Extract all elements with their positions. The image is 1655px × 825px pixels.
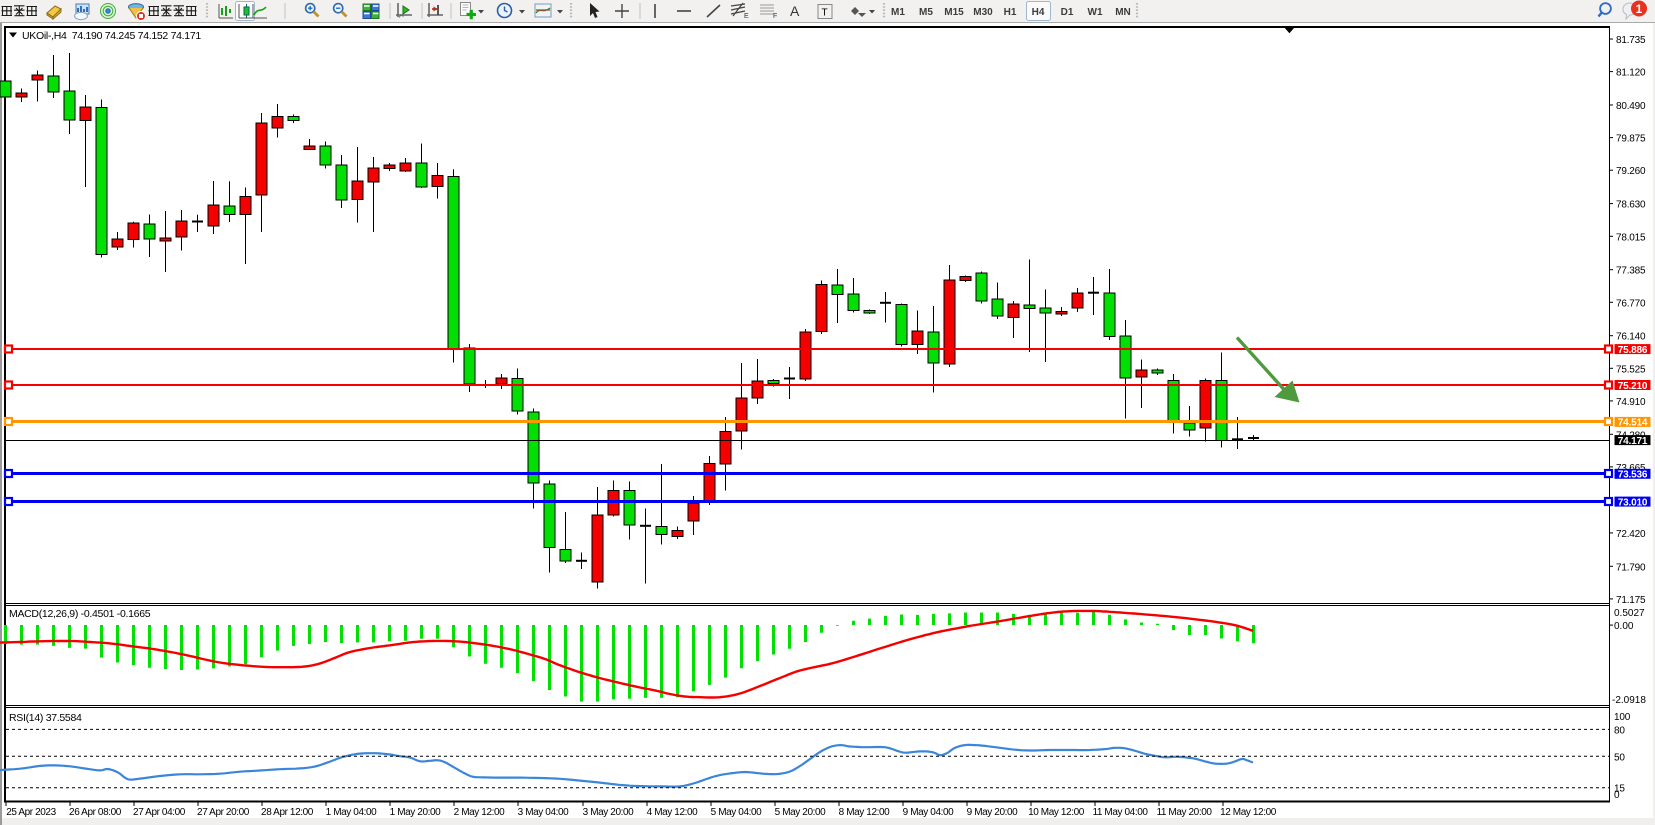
svg-text:0.5027: 0.5027 (1614, 608, 1645, 619)
svg-text:74.171: 74.171 (1618, 436, 1648, 447)
svg-text:76.140: 76.140 (1616, 332, 1646, 343)
svg-text:74.514: 74.514 (1618, 418, 1648, 429)
svg-text:2 May 12:00: 2 May 12:00 (454, 807, 505, 818)
svg-text:15: 15 (1614, 784, 1625, 795)
svg-text:1 May 20:00: 1 May 20:00 (390, 807, 441, 818)
svg-text:9 May 20:00: 9 May 20:00 (967, 807, 1018, 818)
svg-text:81.735: 81.735 (1616, 35, 1646, 46)
svg-text:75.886: 75.886 (1618, 345, 1648, 356)
svg-text:50: 50 (1614, 752, 1625, 763)
svg-text:74.910: 74.910 (1616, 397, 1646, 408)
svg-text:UKOil-,H4 74.190 74.245 74.15: UKOil-,H4 74.190 74.245 74.152 74.171 (22, 30, 201, 42)
svg-text:73.665: 73.665 (1616, 463, 1646, 474)
svg-text:27 Apr 04:00: 27 Apr 04:00 (133, 807, 186, 818)
svg-text:80.490: 80.490 (1616, 101, 1646, 112)
svg-text:RSI(14) 37.5584: RSI(14) 37.5584 (9, 712, 82, 724)
svg-text:28 Apr 12:00: 28 Apr 12:00 (261, 807, 314, 818)
svg-text:5 May 04:00: 5 May 04:00 (711, 807, 762, 818)
svg-text:73.536: 73.536 (1618, 470, 1648, 481)
svg-text:10 May 12:00: 10 May 12:00 (1028, 807, 1085, 818)
svg-text:73.010: 73.010 (1618, 497, 1648, 508)
svg-text:M30: M30 (973, 7, 993, 18)
svg-text:0.00: 0.00 (1614, 621, 1634, 632)
svg-text:M15: M15 (944, 7, 964, 18)
svg-text:H1: H1 (1004, 7, 1017, 18)
svg-text:79.875: 79.875 (1616, 134, 1646, 145)
svg-text:T: T (822, 8, 828, 19)
svg-text:W1: W1 (1088, 7, 1103, 18)
svg-text:26 Apr 08:00: 26 Apr 08:00 (69, 807, 122, 818)
svg-text:A: A (790, 3, 800, 19)
svg-text:-2.0918: -2.0918 (1612, 695, 1646, 706)
svg-text:77.385: 77.385 (1616, 266, 1646, 277)
svg-text:0: 0 (1614, 790, 1620, 801)
svg-text:8 May 12:00: 8 May 12:00 (839, 807, 890, 818)
svg-text:MN: MN (1115, 7, 1131, 18)
svg-text:75.525: 75.525 (1616, 364, 1646, 375)
svg-text:12 May 12:00: 12 May 12:00 (1220, 807, 1277, 818)
svg-text:9 May 04:00: 9 May 04:00 (903, 807, 954, 818)
svg-text:3 May 04:00: 3 May 04:00 (518, 807, 569, 818)
svg-text:76.770: 76.770 (1616, 298, 1646, 309)
svg-text:3 May 20:00: 3 May 20:00 (583, 807, 634, 818)
svg-text:75.210: 75.210 (1618, 381, 1648, 392)
svg-text:M1: M1 (891, 7, 905, 18)
svg-text:M5: M5 (919, 7, 933, 18)
svg-text:11 May 20:00: 11 May 20:00 (1156, 807, 1212, 818)
svg-text:5 May 20:00: 5 May 20:00 (775, 807, 826, 818)
svg-text:79.260: 79.260 (1616, 166, 1646, 177)
svg-text:1 May 04:00: 1 May 04:00 (326, 807, 377, 818)
svg-text:72.420: 72.420 (1616, 529, 1646, 540)
svg-text:1: 1 (1636, 2, 1643, 16)
svg-text:81.120: 81.120 (1616, 68, 1646, 79)
svg-text:25 Apr 2023: 25 Apr 2023 (6, 807, 56, 818)
svg-text:F: F (773, 13, 777, 20)
svg-text:D1: D1 (1061, 7, 1074, 18)
svg-text:11 May 04:00: 11 May 04:00 (1092, 807, 1148, 818)
svg-text:H4: H4 (1032, 7, 1045, 18)
svg-text:78.630: 78.630 (1616, 200, 1646, 211)
svg-text:80: 80 (1614, 725, 1625, 736)
svg-text:78.015: 78.015 (1616, 232, 1646, 243)
svg-text:71.175: 71.175 (1616, 595, 1646, 606)
svg-text:27 Apr 20:00: 27 Apr 20:00 (197, 807, 250, 818)
svg-text:100: 100 (1614, 712, 1631, 723)
svg-text:MACD(12,26,9) -0.4501 -0.1665: MACD(12,26,9) -0.4501 -0.1665 (9, 608, 151, 620)
svg-text:4 May 12:00: 4 May 12:00 (647, 807, 698, 818)
svg-text:71.790: 71.790 (1616, 562, 1646, 573)
svg-text:E: E (744, 13, 749, 20)
